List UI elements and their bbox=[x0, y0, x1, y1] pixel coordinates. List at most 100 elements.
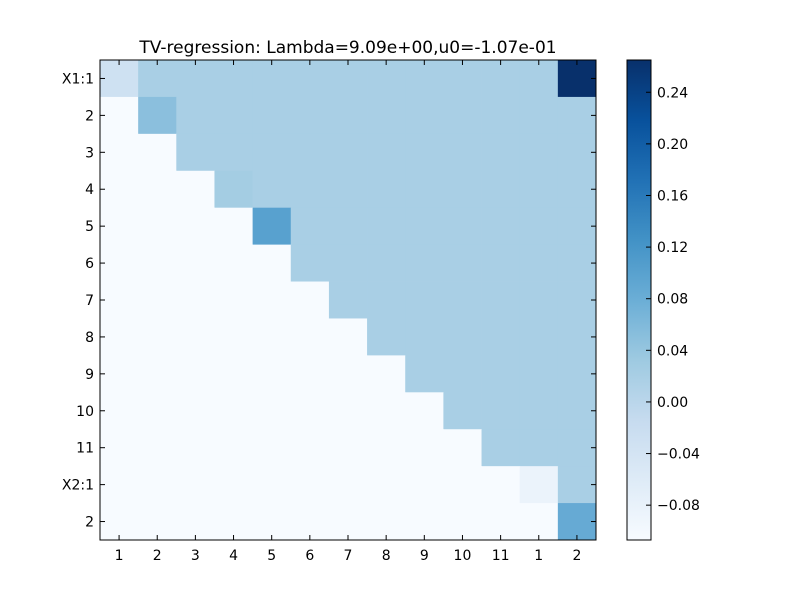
heatmap-cell bbox=[557, 96, 597, 135]
heatmap-cell bbox=[290, 60, 330, 98]
chart-title: TV-regression: Lambda=9.09e+00,u0=-1.07e… bbox=[138, 38, 556, 58]
heatmap-cell bbox=[557, 207, 597, 246]
heatmap-cell bbox=[481, 170, 521, 209]
heatmap-cell bbox=[138, 503, 177, 541]
heatmap-cell bbox=[138, 466, 177, 504]
y-axis: X1:1 2 3 4 5 6 7 8 9 10 11 X2:1 2 bbox=[62, 71, 596, 531]
heatmap-cell bbox=[557, 244, 597, 282]
x-tick-label: 4 bbox=[229, 548, 238, 564]
heatmap-cell bbox=[328, 207, 368, 246]
heatmap-cell bbox=[367, 466, 406, 504]
heatmap-cell bbox=[405, 355, 444, 393]
x-tick-label: 1 bbox=[115, 548, 124, 564]
heatmap-cell bbox=[290, 355, 330, 393]
heatmap-cell bbox=[100, 466, 139, 504]
y-tick-label: 2 bbox=[85, 515, 94, 531]
heatmap-cell bbox=[138, 96, 177, 135]
y-tick-label: 8 bbox=[85, 330, 94, 346]
heatmap-cell bbox=[443, 429, 482, 467]
heatmap-cell bbox=[328, 355, 368, 393]
heatmap-cell bbox=[214, 207, 254, 246]
heatmap-cell bbox=[405, 133, 444, 172]
heatmap-cell bbox=[138, 207, 177, 246]
heatmap-cell bbox=[328, 60, 368, 98]
heatmap-cell bbox=[138, 355, 177, 393]
heatmap-cell bbox=[252, 244, 292, 282]
heatmap-cell bbox=[405, 244, 444, 282]
heatmap-cell bbox=[367, 355, 406, 393]
heatmap-cell bbox=[405, 281, 444, 319]
heatmap-cell bbox=[481, 133, 521, 172]
heatmap-cell bbox=[100, 503, 139, 541]
heatmap-cell bbox=[214, 318, 254, 356]
y-tick-label: 3 bbox=[85, 145, 94, 161]
heatmap-cell bbox=[252, 392, 292, 430]
heatmap-cell bbox=[519, 170, 559, 209]
heatmap-cell bbox=[443, 355, 482, 393]
colorbar-tick-label: −0.08 bbox=[657, 498, 700, 514]
heatmap-cell bbox=[252, 466, 292, 504]
heatmap-cell bbox=[328, 281, 368, 319]
heatmap-cell bbox=[176, 281, 215, 319]
heatmap-cell bbox=[252, 207, 292, 246]
heatmap-cell bbox=[290, 392, 330, 430]
heatmap-cell bbox=[290, 466, 330, 504]
heatmap-cell bbox=[176, 244, 215, 282]
heatmap-cell bbox=[100, 318, 139, 356]
y-tick-label: 11 bbox=[76, 441, 94, 457]
heatmap-cell bbox=[100, 170, 139, 209]
heatmap-cell bbox=[176, 96, 215, 135]
heatmap-cell bbox=[405, 207, 444, 246]
heatmap-cell bbox=[176, 392, 215, 430]
colorbar-tick-label: 0.16 bbox=[657, 188, 688, 204]
colorbar-tick-label: 0.24 bbox=[657, 85, 688, 101]
heatmap-cell bbox=[367, 318, 406, 356]
x-tick-label: 1 bbox=[534, 548, 543, 564]
heatmap-cell bbox=[214, 170, 254, 209]
heatmap-cell bbox=[100, 281, 139, 319]
heatmap-cell bbox=[252, 96, 292, 135]
heatmap-cell bbox=[519, 503, 559, 541]
x-tick-label: 2 bbox=[153, 548, 162, 564]
heatmap-cell bbox=[138, 133, 177, 172]
heatmap-cell bbox=[252, 170, 292, 209]
heatmap-cell bbox=[443, 170, 482, 209]
heatmap-cell bbox=[519, 60, 559, 98]
y-tick-label: 7 bbox=[85, 293, 94, 309]
colorbar-tick-label: 0.00 bbox=[657, 395, 688, 411]
y-tick-label: 10 bbox=[76, 404, 94, 420]
heatmap-cell bbox=[176, 170, 215, 209]
heatmap-cell bbox=[519, 318, 559, 356]
colorbar bbox=[626, 59, 652, 541]
heatmap-cell bbox=[519, 207, 559, 246]
heatmap-cell bbox=[443, 244, 482, 282]
heatmap-cell bbox=[481, 207, 521, 246]
heatmap-cell bbox=[290, 318, 330, 356]
heatmap-cell bbox=[367, 392, 406, 430]
heatmap-cell bbox=[443, 281, 482, 319]
heatmap-cell bbox=[176, 207, 215, 246]
heatmap-cell bbox=[176, 355, 215, 393]
heatmap-cell bbox=[443, 133, 482, 172]
heatmap-cell bbox=[214, 133, 254, 172]
heatmap-cell bbox=[100, 60, 139, 98]
heatmap-cell bbox=[214, 429, 254, 467]
colorbar-tick-label: 0.12 bbox=[657, 240, 688, 256]
heatmap-cell bbox=[367, 503, 406, 541]
heatmap-cell bbox=[557, 355, 597, 393]
heatmap-cell bbox=[443, 318, 482, 356]
heatmap-cell bbox=[138, 60, 177, 98]
heatmap-cell bbox=[443, 466, 482, 504]
heatmap-cell bbox=[100, 133, 139, 172]
colorbar-axis: −0.08 −0.04 0.00 0.04 0.08 0.12 0.16 0.20 0.24 bbox=[646, 85, 700, 514]
heatmap-cell bbox=[443, 207, 482, 246]
heatmap-cells bbox=[100, 60, 597, 541]
colorbar-tick-label: 0.08 bbox=[657, 292, 688, 308]
heatmap-cell bbox=[557, 281, 597, 319]
heatmap-cell bbox=[519, 133, 559, 172]
heatmap-cell bbox=[367, 96, 406, 135]
x-tick-label: 6 bbox=[305, 548, 314, 564]
heatmap-cell bbox=[252, 281, 292, 319]
heatmap-cell bbox=[252, 318, 292, 356]
